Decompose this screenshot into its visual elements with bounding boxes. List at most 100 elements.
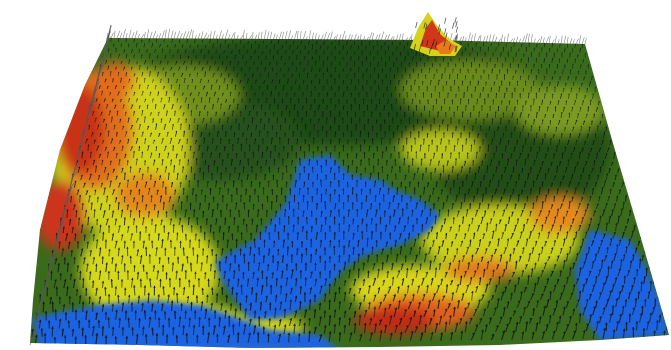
vector-arrow-head xyxy=(607,196,610,199)
vector-arrow-head xyxy=(225,167,228,169)
vector-arrow-head xyxy=(505,105,508,108)
vector-arrow-head xyxy=(195,194,198,197)
vector-arrow-head xyxy=(251,117,254,119)
vector-arrow-head xyxy=(455,126,457,128)
vector-arrow-head xyxy=(455,63,457,65)
vector-arrow-head xyxy=(264,174,266,176)
vector-arrow-head xyxy=(638,209,641,212)
vector-arrow-head xyxy=(529,188,532,191)
vector-arrow-head xyxy=(170,159,172,162)
vector-arrow-head xyxy=(577,54,579,56)
vector-arrow-head xyxy=(92,111,94,113)
vector-arrow-head xyxy=(518,173,520,176)
vector-arrow-head xyxy=(305,37,306,38)
vector-arrow-head xyxy=(303,166,306,168)
vector-arrow-head xyxy=(502,47,505,49)
vector-arrow-head xyxy=(441,153,444,155)
vector-arrow xyxy=(631,204,635,210)
vector-arrow-head xyxy=(435,56,437,58)
vector-arrow-head xyxy=(475,42,477,44)
vector-arrow-head xyxy=(360,188,363,191)
vector-arrow-head xyxy=(486,113,488,115)
vector-arrow-head xyxy=(293,104,296,106)
vector-arrow xyxy=(221,38,223,40)
vector-arrow-head xyxy=(146,66,148,68)
vector-arrow-head xyxy=(222,92,224,95)
vector-arrow-head xyxy=(320,165,323,167)
vector-arrow-head xyxy=(602,87,605,89)
vector-arrow-head xyxy=(466,86,469,88)
vector-arrow-head xyxy=(286,152,289,155)
vector-arrow-head xyxy=(302,80,305,82)
vector-arrow-head xyxy=(148,38,150,40)
vector-arrow-head xyxy=(394,159,397,161)
vector-arrow-head xyxy=(644,245,647,249)
vector-arrow-head xyxy=(527,153,529,156)
vector-arrow-head xyxy=(420,69,423,71)
vector-arrow-head xyxy=(346,74,348,76)
vector-arrow-head xyxy=(515,159,518,162)
vector-arrow-head xyxy=(350,79,353,81)
vector-arrow-head xyxy=(419,99,421,102)
vector-arrow-head xyxy=(342,159,345,162)
vector-arrow-head xyxy=(306,201,309,203)
vector-arrow-head xyxy=(378,98,381,100)
vector-arrow-head xyxy=(149,71,151,73)
vector-arrow-head xyxy=(319,46,321,48)
vector-arrow-head xyxy=(172,124,174,126)
vector-arrow-head xyxy=(96,196,99,199)
vector-arrow-head xyxy=(145,204,147,207)
vector-arrow-head xyxy=(380,137,383,140)
vector-arrow-head xyxy=(321,125,324,128)
vector-arrow-head xyxy=(211,84,213,87)
vector-arrow-head xyxy=(112,168,115,171)
vector-arrow-head xyxy=(338,74,340,76)
vector-arrow-head xyxy=(596,107,598,109)
vector-arrow-head xyxy=(213,73,215,75)
vector-arrow-head xyxy=(266,131,269,133)
vector-arrow-head xyxy=(105,78,107,81)
vector-arrow-head xyxy=(366,68,368,70)
vector-arrow-head xyxy=(562,69,564,71)
vector-arrow-head xyxy=(329,167,332,170)
vector-arrow-head xyxy=(232,180,235,183)
vector-arrow-head xyxy=(161,36,162,37)
vector-arrow-head xyxy=(512,75,514,78)
vector-arrow-head xyxy=(480,75,482,77)
vector-arrow-head xyxy=(412,68,415,70)
vector-arrow-head xyxy=(581,147,584,150)
vector-arrow-head xyxy=(382,194,385,197)
vector-arrow-head xyxy=(556,165,559,168)
vector-arrow-head xyxy=(323,40,325,42)
vector-arrow-head xyxy=(285,40,287,42)
vector-arrow-head xyxy=(574,58,576,60)
vector-arrow-head xyxy=(382,93,385,95)
vector-arrow-head xyxy=(582,100,584,102)
vector-arrow-head xyxy=(504,145,507,148)
vector-arrow-head xyxy=(559,161,561,164)
vector-arrow-head xyxy=(329,110,332,113)
vector-arrow-head xyxy=(243,45,245,47)
vector-arrow-head xyxy=(437,111,439,113)
vector-arrow-head xyxy=(507,51,509,53)
vector-arrow-head xyxy=(403,98,405,100)
vector-arrow-head xyxy=(525,63,527,66)
vector-arrow-head xyxy=(125,131,127,134)
vector-arrow-head xyxy=(404,67,407,69)
vector-arrow-head xyxy=(392,131,395,134)
vector-arrow-head xyxy=(535,75,537,77)
vector-arrow-head xyxy=(433,74,435,76)
vector-arrow-head xyxy=(239,111,242,113)
vector-arrow-head xyxy=(306,187,310,190)
vector-arrow-head xyxy=(543,58,545,60)
vector-arrow-head xyxy=(179,55,182,57)
vector-arrow-head xyxy=(299,146,302,148)
vector-arrow-head xyxy=(225,203,228,206)
vector-arrow-head xyxy=(569,39,571,41)
vector-arrow-head xyxy=(189,73,191,76)
vector-arrow-head xyxy=(396,46,398,48)
vector-arrow-head xyxy=(298,172,301,175)
vector-arrow-head xyxy=(103,187,106,190)
vector-arrow-head xyxy=(459,68,461,71)
vector-arrow-head xyxy=(315,49,317,51)
